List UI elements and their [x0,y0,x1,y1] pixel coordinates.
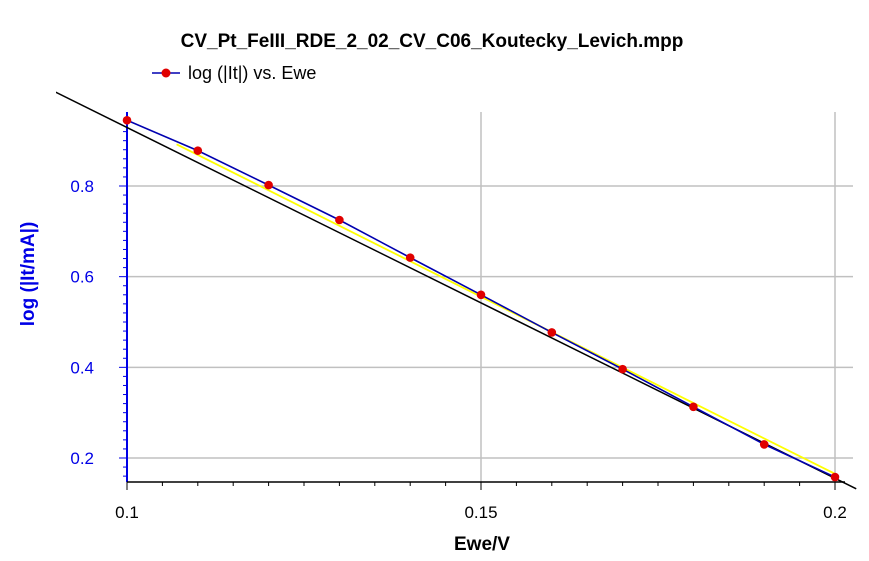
data-point [547,328,557,337]
y-tick-label: 0.4 [70,358,94,377]
data-point [264,180,273,190]
y-tick-label: 0.2 [70,449,94,468]
data-point [193,146,203,155]
data-point [618,364,627,374]
x-tick-label: 0.1 [115,503,139,522]
data-point [335,215,344,225]
tick-labels: 0.1 0.15 0.2 0.2 0.4 0.6 0.8 [70,177,846,522]
data-point [830,472,840,482]
fit-line [176,143,836,475]
x-tick-label: 0.15 [464,503,497,522]
y-axis-label: log (|It/mA|) [18,222,39,327]
data-point [689,402,698,412]
grid-lines [126,112,853,482]
legend[interactable]: log (|It|) vs. Ewe [152,63,316,83]
legend-point-marker [161,68,171,78]
data-point [405,253,415,262]
data-point [759,440,769,449]
plot-area[interactable] [55,91,857,490]
axes [119,112,845,490]
legend-label: log (|It|) vs. Ewe [188,63,316,83]
x-tick-label: 0.2 [823,503,847,522]
data-point [122,115,132,125]
chart-title: CV_Pt_FeIII_RDE_2_02_CV_C06_Koutecky_Lev… [181,31,684,52]
y-tick-label: 0.8 [70,177,94,196]
data-point [476,290,486,300]
x-axis-label: Ewe/V [454,534,510,555]
y-tick-label: 0.6 [70,268,94,287]
